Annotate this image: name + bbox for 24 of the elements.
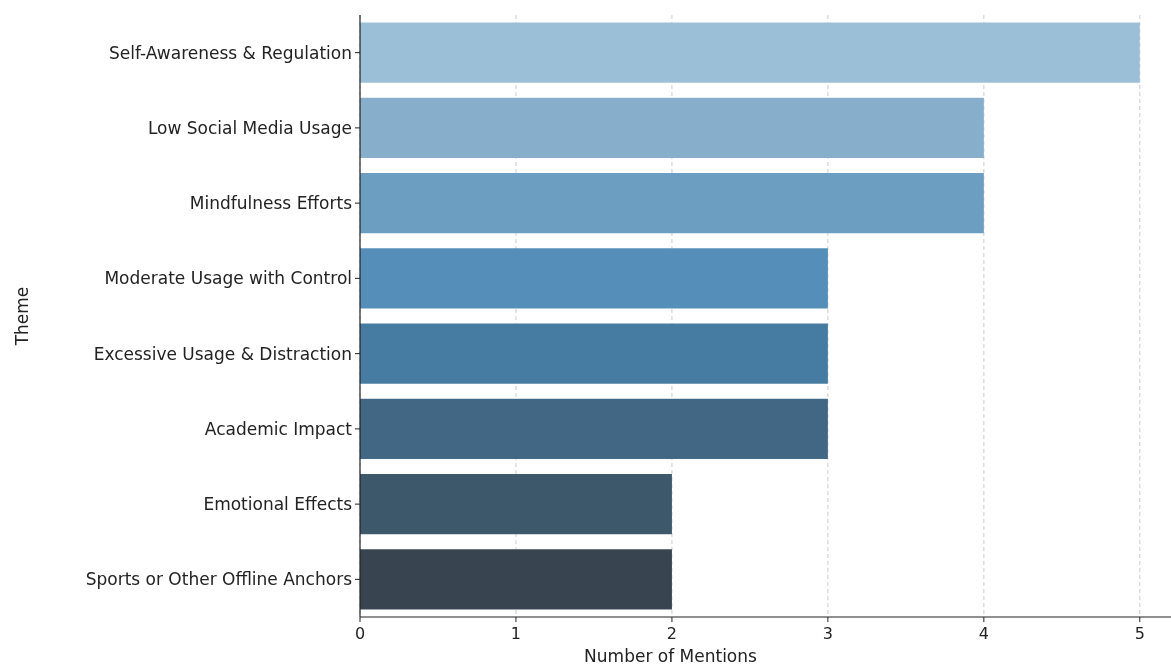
x-tick-label: 3 [822, 624, 833, 643]
bar [360, 549, 672, 610]
y-tick-label: Academic Impact [204, 418, 353, 439]
bar [360, 323, 828, 384]
x-tick-label: 5 [1134, 624, 1145, 643]
x-axis-title: Number of Mentions [584, 646, 758, 666]
y-tick-label: Moderate Usage with Control [104, 268, 352, 289]
x-tick-label: 4 [978, 624, 989, 643]
bar [360, 474, 672, 535]
bar [360, 22, 1140, 83]
y-tick-label: Low Social Media Usage [147, 117, 352, 138]
bar [360, 173, 984, 234]
y-tick-label: Excessive Usage & Distraction [93, 343, 352, 364]
y-tick-label: Emotional Effects [203, 494, 353, 515]
x-tick-label: 2 [666, 624, 678, 643]
bar [360, 97, 984, 158]
bar [360, 398, 828, 459]
bar [360, 248, 828, 309]
y-tick-label: Mindfulness Efforts [189, 193, 353, 214]
y-tick-label: Self-Awareness & Regulation [109, 42, 352, 63]
y-axis-title: Theme [12, 286, 32, 347]
x-tick-label: 1 [510, 624, 522, 643]
y-tick-label: Sports or Other Offline Anchors [85, 569, 353, 590]
x-tick-label: 0 [354, 624, 366, 643]
